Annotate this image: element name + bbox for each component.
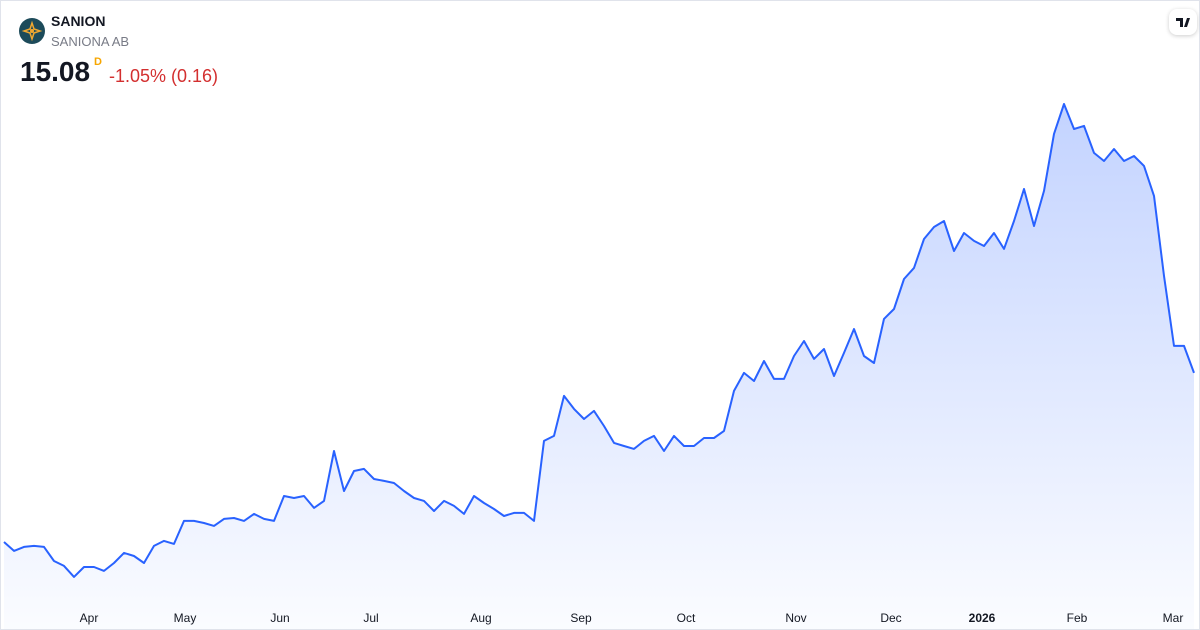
x-tick-label: Aug bbox=[470, 611, 491, 625]
symbol: SANION bbox=[51, 13, 106, 29]
x-tick-label: Mar bbox=[1163, 611, 1184, 625]
company-name: SANIONA AB bbox=[51, 34, 130, 49]
price-line bbox=[3, 103, 1195, 578]
company-logo bbox=[19, 18, 45, 44]
logo-icon bbox=[1176, 18, 1190, 27]
tradingview-logo[interactable] bbox=[1169, 9, 1197, 35]
x-tick-label: Nov bbox=[785, 611, 806, 625]
x-tick-label: Dec bbox=[880, 611, 901, 625]
x-tick-label: Apr bbox=[80, 611, 99, 625]
price: 15.08 bbox=[20, 56, 91, 87]
x-tick-label: May bbox=[174, 611, 197, 625]
x-tick-label: Jul bbox=[363, 611, 378, 625]
x-tick-label: Jun bbox=[270, 611, 289, 625]
x-tick-label: Sep bbox=[570, 611, 592, 625]
interval: D bbox=[94, 56, 102, 68]
x-tick-label: Feb bbox=[1067, 611, 1088, 625]
x-tick-label: 2026 bbox=[969, 611, 996, 625]
price-change: -1.05% (0.16) bbox=[109, 66, 219, 86]
x-tick-label: Oct bbox=[677, 611, 696, 625]
area-fill bbox=[4, 104, 1194, 629]
